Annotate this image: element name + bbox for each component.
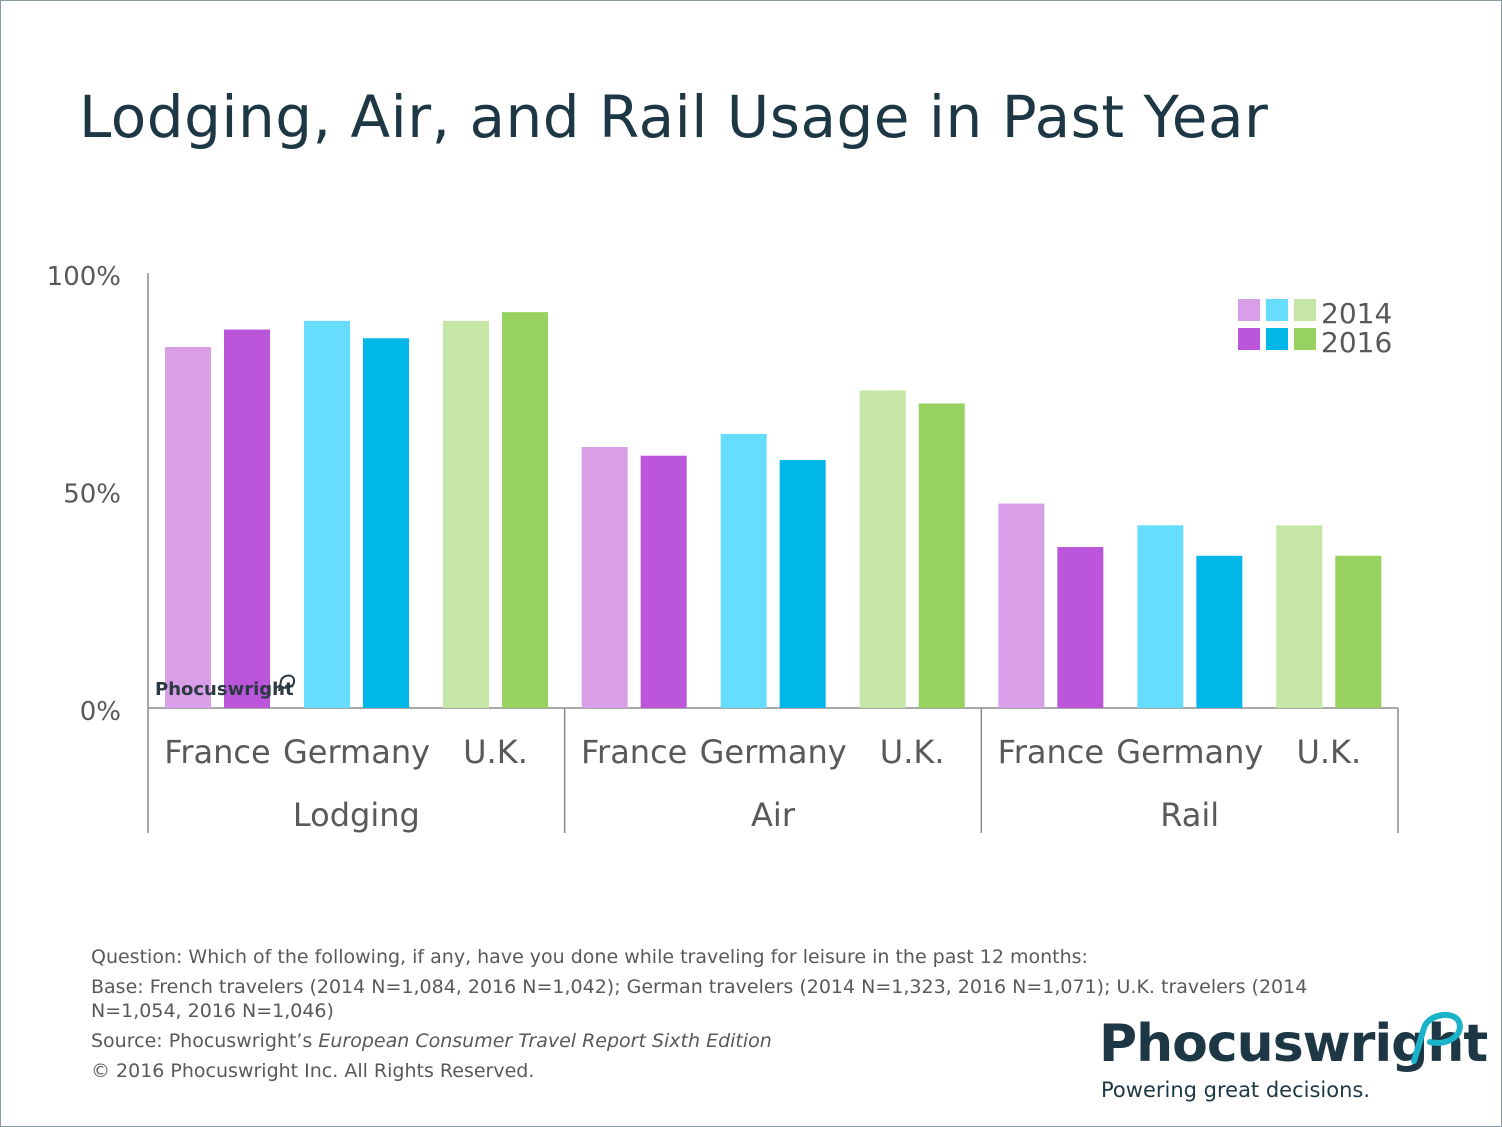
x-category-label: U.K.: [880, 733, 945, 771]
chart-bars: [165, 312, 1382, 708]
legend-swatch: [1238, 328, 1260, 350]
x-group-label: Rail: [1160, 796, 1219, 834]
x-category-label: France: [581, 733, 687, 771]
bar: [918, 403, 965, 708]
bar: [859, 390, 906, 708]
bar: [304, 320, 350, 708]
y-tick-label: 50%: [63, 480, 121, 510]
legend-swatch: [1238, 299, 1260, 321]
x-category-label: France: [164, 733, 270, 771]
y-tick-label: 0%: [80, 697, 121, 727]
bar: [1276, 525, 1323, 708]
x-category-label: U.K.: [463, 733, 528, 771]
chart-labels: 0% 50% 100% France Germany U.K. Lodging France G…: [47, 262, 1362, 834]
bar: [1196, 555, 1243, 708]
legend-label: 2016: [1321, 326, 1392, 359]
x-group-label: Air: [751, 796, 796, 834]
x-category-label: France: [998, 733, 1104, 771]
note-source-title: European Consumer Travel Report Sixth Ed…: [318, 1030, 772, 1052]
bar: [165, 346, 211, 708]
watermark: Phocuswright: [155, 679, 294, 700]
page-title: Lodging, Air, and Rail Usage in Past Yea…: [79, 83, 1269, 151]
bar: [581, 447, 628, 708]
note-base: Base: French travelers (2014 N=1,084, 20…: [91, 976, 1308, 1022]
bar: [224, 329, 270, 708]
legend-swatch: [1294, 328, 1316, 350]
note-copyright: © 2016 Phocuswright Inc. All Rights Rese…: [91, 1060, 535, 1082]
bar: [1057, 547, 1104, 708]
logo-tagline: Powering great decisions.: [1101, 1078, 1371, 1102]
bar: [1335, 555, 1382, 708]
x-group-label: Lodging: [293, 796, 420, 834]
x-category-label: U.K.: [1296, 733, 1361, 771]
bar: [443, 320, 489, 708]
watermark-mark-icon: [278, 674, 296, 692]
bar: [640, 455, 687, 708]
legend-label: 2014: [1321, 297, 1392, 330]
x-category-label: Germany: [1116, 733, 1263, 771]
note-source: Source: Phocuswright’s European Consumer…: [91, 1029, 1401, 1053]
bar: [1137, 525, 1184, 708]
note-question: Question: Which of the following, if any…: [91, 946, 1088, 968]
y-tick-label: 100%: [47, 262, 121, 292]
chart-axes: [147, 273, 1399, 833]
bar: [502, 312, 548, 708]
bar: [998, 503, 1045, 708]
legend-swatch: [1266, 299, 1288, 321]
speech-bubble-icon: [1411, 1011, 1463, 1064]
bar: [720, 433, 767, 708]
x-category-label: Germany: [283, 733, 430, 771]
bar-chart: 0% 50% 100% France Germany U.K. Lodging France G…: [47, 262, 1399, 834]
bar: [363, 338, 409, 708]
legend-swatch: [1294, 299, 1316, 321]
legend-swatch: [1266, 328, 1288, 350]
bar: [779, 460, 826, 708]
note-source-prefix: Source: Phocuswright’s: [91, 1030, 319, 1052]
footnotes: Question: Which of the following, if any…: [91, 945, 1401, 1089]
x-category-label: Germany: [700, 733, 847, 771]
brand-logo: Phocuswright Powering great decisions.: [1099, 1006, 1488, 1116]
